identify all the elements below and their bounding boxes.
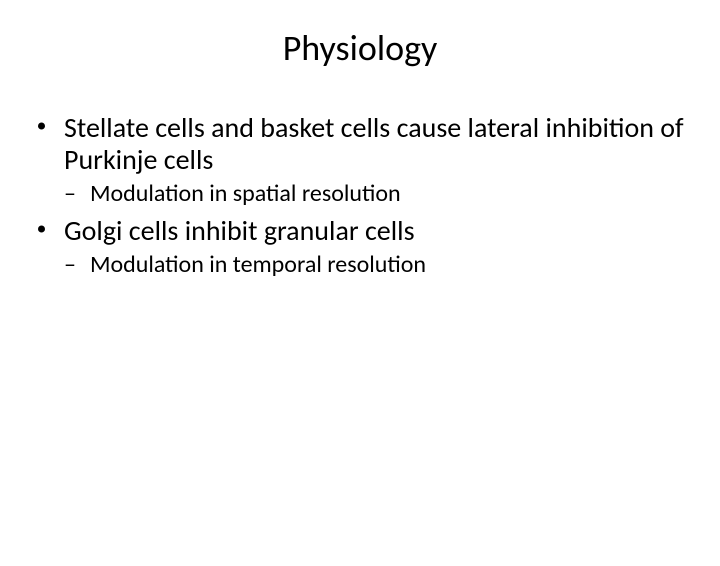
bullet-icon — [38, 123, 45, 130]
bullet-text: Stellate cells and basket cells cause la… — [64, 110, 684, 177]
sub-bullet-text: Modulation in spatial resolution — [90, 179, 401, 208]
bullet-text: Golgi cells inhibit granular cells — [64, 213, 415, 248]
bullet-icon — [38, 226, 45, 233]
bullet-item: Golgi cells inhibit granular cells — [38, 215, 690, 247]
sub-bullet-text: Modulation in temporal resolution — [90, 250, 426, 279]
slide-title: Physiology — [0, 26, 720, 70]
bullet-item: Stellate cells and basket cells cause la… — [38, 112, 690, 176]
dash-icon: – — [64, 251, 76, 280]
sub-bullet-item: – Modulation in temporal resolution — [64, 251, 690, 280]
sub-bullet-item: – Modulation in spatial resolution — [64, 180, 690, 209]
dash-icon: – — [64, 180, 76, 209]
slide: { "title": { "text": "Physiology", "font… — [0, 26, 720, 566]
slide-body: Stellate cells and basket cells cause la… — [0, 112, 720, 280]
